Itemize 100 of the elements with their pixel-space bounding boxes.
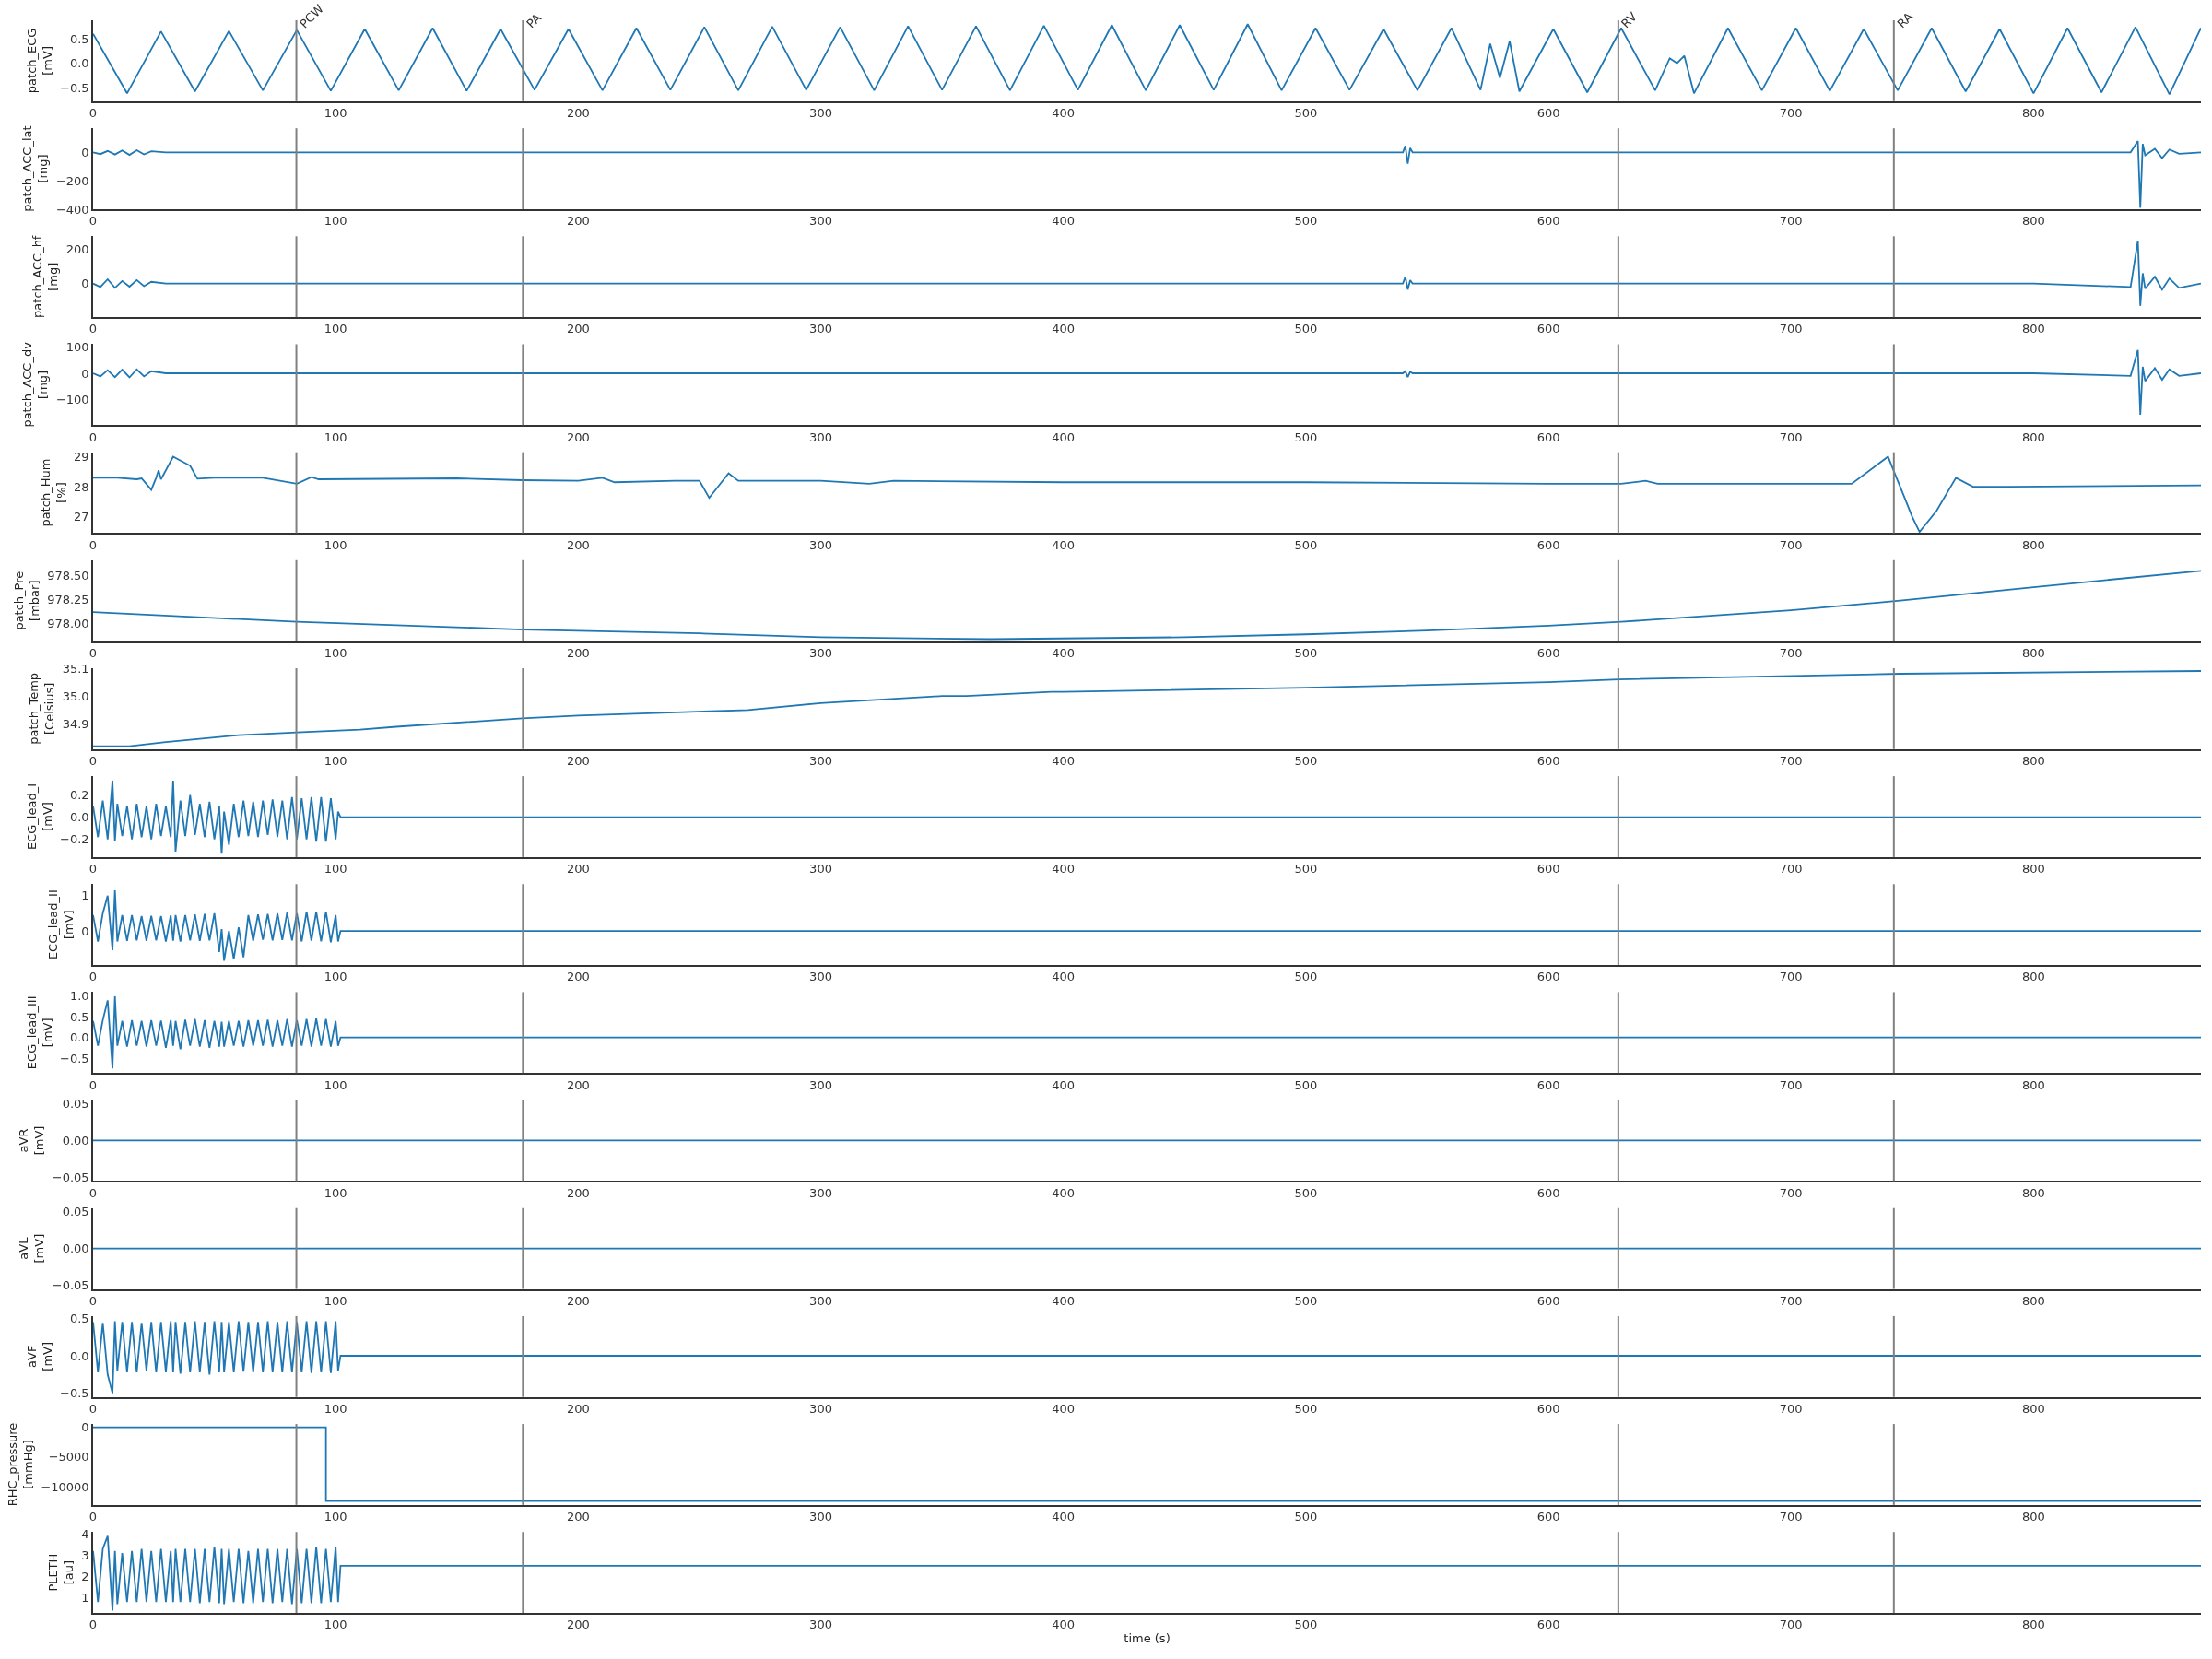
x-tick-label: 800 (2022, 429, 2045, 444)
x-tick-label: 100 (324, 106, 347, 121)
x-tick-label: 500 (1294, 862, 1318, 877)
y-tick-label: 978.50 (47, 569, 89, 583)
x-tick-label: 100 (324, 645, 347, 660)
x-tick-label: 700 (1779, 1618, 1803, 1632)
x-tick-label: 400 (1052, 537, 1076, 552)
x-tick-label: 800 (2022, 754, 2045, 769)
y-tick-label: 0.5 (69, 31, 89, 46)
y-axis-title: aVL [mV] (17, 1233, 47, 1264)
y-axis-title: patch_Pre [mbar] (11, 571, 41, 630)
y-tick-label: 0.2 (69, 788, 89, 803)
y-tick-label: 0 (81, 366, 89, 381)
x-tick-label: 400 (1052, 106, 1076, 121)
x-tick-label: 400 (1052, 970, 1076, 984)
y-tick-label: −5000 (48, 1450, 89, 1465)
x-tick-label: 300 (809, 1185, 832, 1200)
y-tick-label: −100 (55, 392, 89, 406)
x-tick-label: 100 (324, 537, 347, 552)
ref-line-label: RV (1618, 9, 1640, 31)
x-tick-label: 700 (1779, 1510, 1803, 1524)
x-tick-label: 700 (1779, 1185, 1803, 1200)
y-tick-label: 27 (74, 510, 89, 524)
x-tick-label: 400 (1052, 1185, 1076, 1200)
x-tick-label: 600 (1536, 1077, 1560, 1092)
y-tick-label: 0.5 (69, 1311, 89, 1325)
x-tick-label: 700 (1779, 322, 1803, 336)
x-tick-label: 500 (1294, 214, 1318, 229)
y-tick-label: 0.5 (69, 1009, 89, 1024)
x-tick-label: 800 (2022, 106, 2045, 121)
x-tick-label: 200 (566, 1510, 590, 1524)
x-tick-label: 300 (809, 106, 832, 121)
x-tick-label: 400 (1052, 322, 1076, 336)
x-tick-label: 800 (2022, 1185, 2045, 1200)
y-axis-title: aVF [mV] (24, 1341, 54, 1371)
y-tick-label: 978.25 (47, 593, 89, 607)
x-tick-label: 600 (1536, 537, 1560, 552)
x-tick-label: 300 (809, 862, 832, 877)
y-tick-label: 0 (81, 924, 89, 938)
x-tick-label: 700 (1779, 645, 1803, 660)
x-tick-label: 800 (2022, 537, 2045, 552)
x-tick-label: 600 (1536, 214, 1560, 229)
y-tick-label: −0.5 (60, 80, 89, 95)
x-tick-label: 400 (1052, 645, 1076, 660)
x-tick-label: 300 (809, 1293, 832, 1308)
x-tick-label: 300 (809, 754, 832, 769)
y-tick-label: 978.00 (47, 617, 89, 631)
x-tick-label: 400 (1052, 1510, 1076, 1524)
x-tick-label: 100 (324, 214, 347, 229)
x-tick-label: 600 (1536, 1510, 1560, 1524)
x-tick-label: 100 (324, 862, 347, 877)
y-axis-title: patch_Temp [Celsius] (27, 672, 57, 745)
ref-line-label: RA (1894, 9, 1916, 31)
x-tick-label: 300 (809, 645, 832, 660)
y-tick-label: −0.5 (60, 1051, 89, 1065)
x-tick-label: 100 (324, 754, 347, 769)
x-tick-label: 600 (1536, 106, 1560, 121)
y-tick-label: 1.0 (69, 989, 89, 1004)
x-tick-label: 200 (566, 1293, 590, 1308)
x-tick-label: 300 (809, 429, 832, 444)
x-tick-label: 200 (566, 1185, 590, 1200)
x-tick-label: 200 (566, 322, 590, 336)
x-tick-label: 500 (1294, 429, 1318, 444)
y-tick-label: 28 (74, 479, 89, 494)
x-tick-label: 700 (1779, 1402, 1803, 1417)
y-tick-label: 0.00 (62, 1134, 89, 1148)
x-tick-label: 800 (2022, 1077, 2045, 1092)
x-tick-label: 100 (324, 1293, 347, 1308)
x-tick-label: 200 (566, 214, 590, 229)
y-axis-title: PLETH [au] (45, 1553, 76, 1592)
x-tick-label: 500 (1294, 1510, 1318, 1524)
x-tick-label: 600 (1536, 645, 1560, 660)
x-tick-label: 700 (1779, 537, 1803, 552)
x-tick-label: 800 (2022, 214, 2045, 229)
x-tick-label: 700 (1779, 862, 1803, 877)
x-tick-label: 600 (1536, 754, 1560, 769)
y-axis-title: patch_ACC_hf [mg] (30, 235, 61, 318)
x-tick-label: 200 (566, 106, 590, 121)
x-tick-label: 500 (1294, 106, 1318, 121)
y-axis-title: patch_ECG [mV] (24, 28, 54, 94)
x-tick-label: 100 (324, 429, 347, 444)
x-tick-label: 100 (324, 1402, 347, 1417)
x-tick-label: 700 (1779, 1293, 1803, 1308)
x-tick-label: 500 (1294, 1185, 1318, 1200)
x-tick-label: 400 (1052, 1618, 1076, 1632)
x-tick-label: 500 (1294, 754, 1318, 769)
x-tick-label: 700 (1779, 970, 1803, 984)
x-tick-label: 200 (566, 1077, 590, 1092)
x-tick-label: 800 (2022, 322, 2045, 336)
y-tick-label: 2 (81, 1570, 89, 1584)
x-tick-label: 100 (324, 322, 347, 336)
y-tick-label: 0.05 (62, 1205, 89, 1219)
y-tick-label: −10000 (41, 1479, 89, 1494)
x-tick-label: 600 (1536, 862, 1560, 877)
x-tick-label: 500 (1294, 1077, 1318, 1092)
x-tick-label: 800 (2022, 645, 2045, 660)
x-tick-label: 200 (566, 970, 590, 984)
x-tick-label: 300 (809, 1402, 832, 1417)
ref-line-label: PA (524, 10, 545, 31)
y-tick-label: 1 (81, 888, 89, 903)
